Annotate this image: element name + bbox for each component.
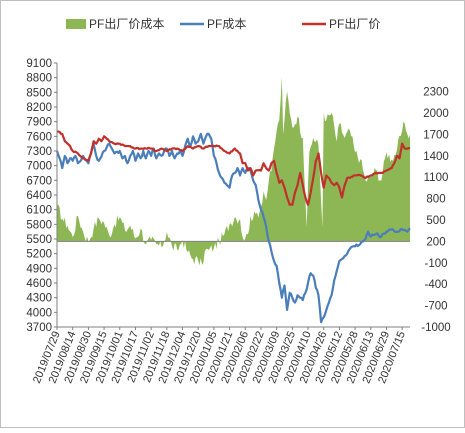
right-tick-label: -700 xyxy=(424,301,447,313)
series-area-price-minus-cost xyxy=(57,77,410,266)
legend-label-cost: PF成本 xyxy=(207,17,246,31)
legend-item-cost: PF成本 xyxy=(180,17,246,31)
legend-item-area: PF出厂价成本 xyxy=(66,17,164,31)
left-tick-label: 3700 xyxy=(26,322,52,334)
left-tick-label: 5500 xyxy=(26,234,52,246)
right-tick-label: 1100 xyxy=(424,172,449,184)
series-line-cost xyxy=(55,132,411,324)
legend-swatch-area xyxy=(66,19,86,29)
left-tick-label: 6400 xyxy=(26,190,52,202)
plot-area xyxy=(55,77,411,324)
left-tick-label: 8800 xyxy=(26,73,52,85)
legend-label-price: PF出厂价 xyxy=(329,17,380,31)
left-tick-label: 7600 xyxy=(26,131,52,143)
left-y-axis: 3700 4000 4300 4600 4900 5200 5500 5800 6100 6400… xyxy=(26,58,58,334)
left-tick-label: 9100 xyxy=(26,58,52,70)
series-line-price xyxy=(56,130,411,206)
left-tick-label: 5200 xyxy=(26,249,52,261)
right-tick-label: 2000 xyxy=(423,108,449,120)
left-tick-label: 7000 xyxy=(26,161,52,173)
left-tick-label: 8500 xyxy=(26,87,52,99)
right-tick-label: 200 xyxy=(426,236,445,248)
left-tick-label: 6700 xyxy=(26,175,52,187)
left-tick-label: 7900 xyxy=(26,117,52,129)
left-tick-label: 6100 xyxy=(26,205,52,217)
left-tick-label: 5800 xyxy=(26,219,52,231)
legend-label-area: PF出厂价成本 xyxy=(89,17,164,31)
right-y-axis: -1000 -700 -400 -100 200 500 800 1100 1400 1700 20… xyxy=(421,87,450,334)
legend-item-price: PF出厂价 xyxy=(302,17,380,31)
left-tick-label: 4300 xyxy=(26,293,52,305)
legend: PF出厂价成本 PF成本 PF出厂价 xyxy=(66,17,380,31)
right-tick-label: 1400 xyxy=(423,151,449,163)
left-tick-label: 4900 xyxy=(26,263,52,275)
right-tick-label: 500 xyxy=(426,215,445,227)
right-tick-label: 800 xyxy=(426,194,445,206)
right-tick-label: -400 xyxy=(424,279,447,291)
right-tick-label: -1000 xyxy=(421,322,450,334)
right-tick-label: 2300 xyxy=(423,87,449,99)
left-tick-label: 7300 xyxy=(26,146,52,158)
right-tick-label: 1700 xyxy=(423,129,449,141)
right-tick-label: -100 xyxy=(424,258,447,270)
left-tick-label: 4000 xyxy=(26,307,52,319)
left-tick-label: 4600 xyxy=(26,278,52,290)
left-tick-label: 8200 xyxy=(26,102,52,114)
